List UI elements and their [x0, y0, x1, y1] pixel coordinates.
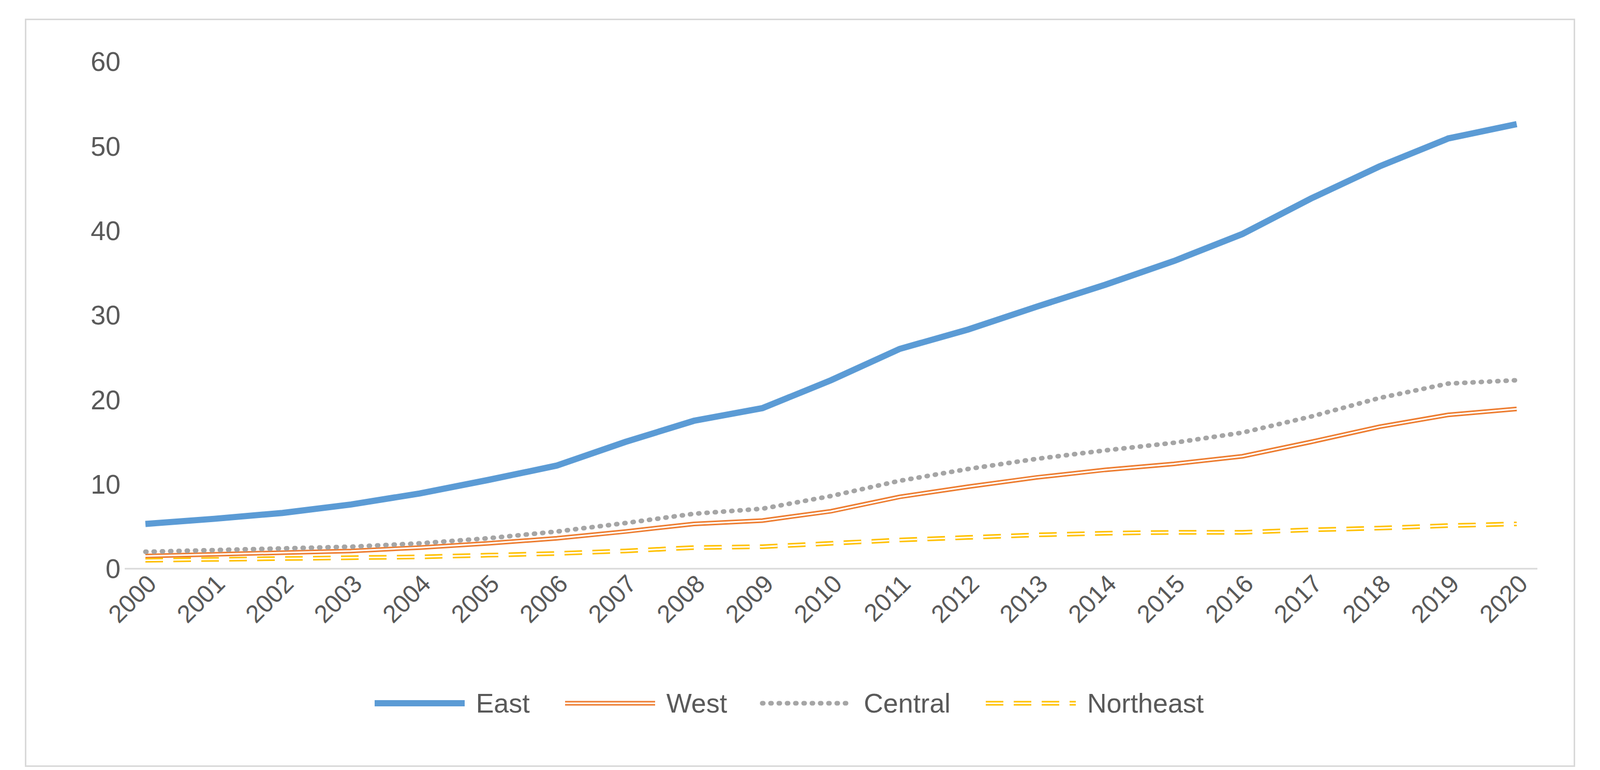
svg-text:2016: 2016: [1200, 569, 1259, 629]
svg-text:2009: 2009: [720, 569, 779, 629]
svg-text:2011: 2011: [858, 569, 916, 627]
html-text:Northeast: Northeast: [1087, 688, 1204, 719]
svg-text:2001: 2001: [171, 569, 231, 629]
svg-text:2003: 2003: [308, 569, 368, 629]
svg-text:0: 0: [105, 553, 121, 584]
svg-text:2004: 2004: [377, 569, 436, 629]
svg-text:2000: 2000: [103, 569, 162, 629]
svg-text:2008: 2008: [651, 569, 710, 629]
svg-text:30: 30: [90, 300, 121, 331]
svg-text:2013: 2013: [994, 569, 1054, 629]
svg-text:40: 40: [90, 215, 121, 246]
svg-text:2020: 2020: [1474, 569, 1533, 629]
svg-text:60: 60: [90, 46, 121, 77]
svg-text:2019: 2019: [1405, 569, 1465, 629]
html-text:West: West: [666, 688, 728, 719]
svg-text:2010: 2010: [788, 569, 848, 629]
svg-text:50: 50: [90, 131, 121, 162]
svg-text:2014: 2014: [1062, 569, 1122, 629]
svg-text:2002: 2002: [240, 569, 299, 629]
svg-text:20: 20: [90, 384, 121, 416]
svg-text:2012: 2012: [925, 569, 985, 629]
html-text:East: East: [475, 688, 530, 719]
svg-text:2015: 2015: [1131, 569, 1191, 629]
svg-text:10: 10: [90, 469, 121, 500]
html-text:Central: Central: [863, 688, 951, 719]
svg-text:2005: 2005: [446, 569, 505, 629]
svg-text:2017: 2017: [1268, 569, 1328, 629]
svg-text:2006: 2006: [514, 569, 573, 629]
svg-text:2018: 2018: [1337, 569, 1396, 629]
svg-text:2007: 2007: [583, 569, 642, 629]
